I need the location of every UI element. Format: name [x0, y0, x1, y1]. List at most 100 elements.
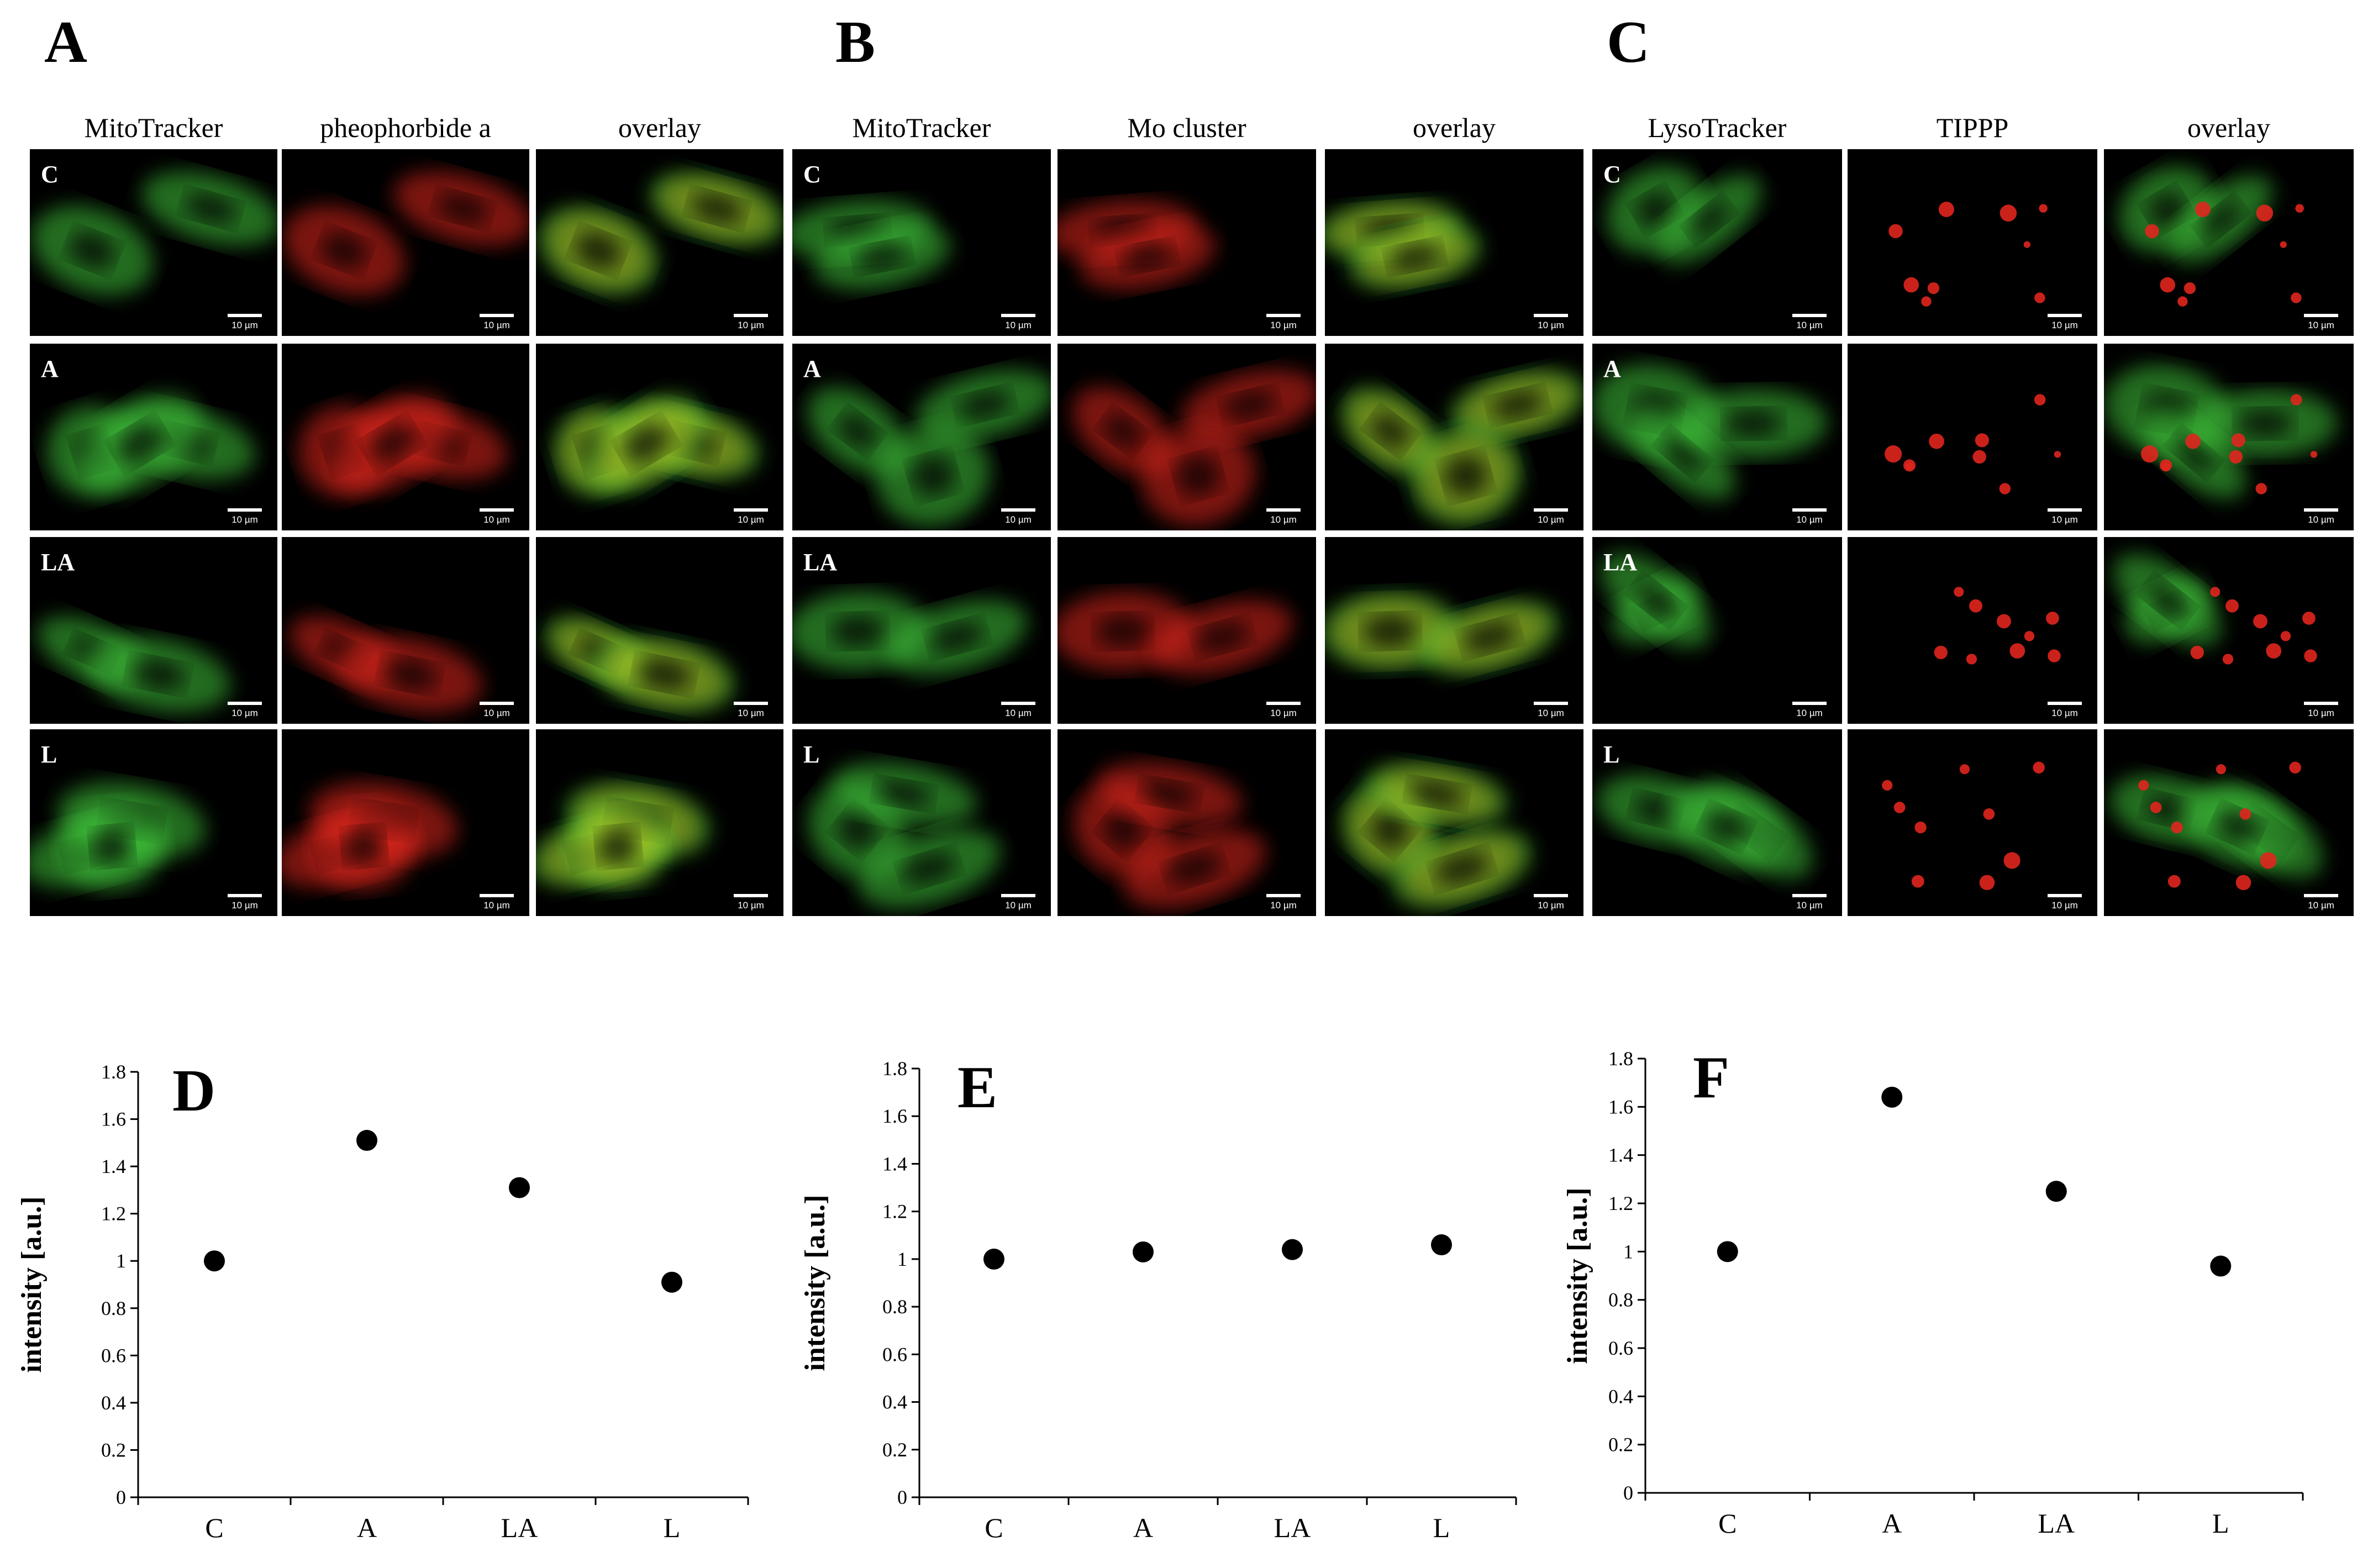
y-tick-label: 1.2	[101, 1203, 126, 1225]
image-border	[534, 341, 786, 533]
lysosome-spot	[1959, 764, 1970, 775]
lysosome-spot	[2171, 821, 2183, 834]
nucleus	[959, 390, 1012, 420]
y-tick-label: 0.8	[1608, 1289, 1633, 1311]
column-header: overlay	[618, 112, 701, 143]
image-border	[1055, 341, 1318, 533]
scale-bar-label: 10 µm	[1270, 320, 1297, 330]
panel-letter: A	[44, 9, 87, 75]
scale-bar-label: 10 µm	[1796, 320, 1823, 330]
image-border	[280, 341, 532, 533]
lysosome-spot	[2229, 450, 2243, 464]
micrograph: 10 µm	[1055, 535, 1318, 726]
nucleus	[185, 193, 238, 224]
nucleus	[1409, 781, 1465, 807]
y-tick-label: 1.8	[1608, 1048, 1633, 1070]
nucleus	[636, 659, 692, 691]
y-tick-label: 0	[116, 1486, 126, 1508]
scale-bar-label: 10 µm	[2051, 514, 2078, 525]
nucleus	[2174, 434, 2214, 471]
x-tick-label: C	[205, 1512, 223, 1543]
cell-signal	[283, 171, 530, 296]
nucleus	[622, 423, 670, 463]
lysosome-spot	[2183, 282, 2196, 294]
panel-letter: C	[1607, 9, 1650, 75]
lysosome-spot	[2009, 643, 2025, 659]
scale-bar	[2304, 314, 2338, 317]
scale-bar-label: 10 µm	[1270, 900, 1297, 911]
nucleus	[2201, 202, 2241, 237]
lysosome-spot	[1882, 780, 1893, 791]
scale-bar	[1266, 314, 1301, 317]
cell-signal	[791, 199, 951, 290]
image-border	[790, 147, 1053, 338]
scale-bar	[1792, 702, 1827, 705]
lysosome-spot	[1934, 645, 1948, 660]
y-tick-label: 1.6	[882, 1105, 907, 1127]
scale-bar	[1001, 894, 1035, 897]
scale-bar-label: 10 µm	[2051, 708, 2078, 718]
column-header: TIPPP	[1937, 112, 2009, 143]
scale-bar	[228, 702, 262, 705]
lysosome-spot	[2310, 451, 2318, 458]
y-tick-label: 0.2	[1608, 1434, 1633, 1456]
scale-bar	[480, 894, 514, 897]
lysosome-spot	[2195, 202, 2211, 217]
nucleus	[691, 193, 744, 224]
micrograph: 10 µm LA	[28, 535, 280, 726]
scale-bar-label: 10 µm	[1538, 708, 1564, 718]
y-tick-label: 1.6	[101, 1108, 126, 1130]
cell-signal	[791, 591, 1028, 675]
nucleus	[838, 811, 877, 849]
micrograph: 10 µm	[534, 341, 786, 533]
scale-bar	[1001, 314, 1035, 317]
scale-bar-label: 10 µm	[738, 320, 764, 330]
nucleus	[598, 828, 638, 865]
nucleus	[876, 781, 932, 807]
scale-bar	[480, 508, 514, 512]
cell-signal	[1341, 762, 1533, 908]
scale-bar-label: 10 µm	[1005, 320, 1032, 330]
image-border	[1845, 341, 2100, 533]
image-background	[1846, 148, 2098, 337]
scale-bar	[1792, 314, 1827, 317]
micrograph: 10 µm	[1323, 727, 1586, 918]
lysosome-spot	[2222, 654, 2234, 665]
y-tick-label: 1.4	[101, 1155, 126, 1177]
cell-signal	[29, 782, 206, 891]
image-background	[1846, 343, 2098, 532]
panel-letter: B	[835, 9, 875, 75]
cell-signal	[31, 171, 278, 296]
row-label: C	[1603, 161, 1621, 188]
cell-signal	[1324, 199, 1483, 290]
scale-bar	[1266, 894, 1301, 897]
scale-bar-label: 10 µm	[2308, 900, 2334, 911]
scale-bar	[2304, 508, 2338, 512]
lysosome-spot	[2039, 204, 2048, 213]
lysosome-spot	[1954, 587, 1964, 597]
y-tick-label: 0.4	[101, 1392, 126, 1414]
lysosome-spot	[1911, 875, 1924, 888]
nucleus	[2237, 409, 2293, 438]
lysosome-spot	[2138, 780, 2149, 791]
nucleus	[930, 622, 984, 653]
nucleus	[1636, 192, 1675, 228]
lysosome-spot	[2225, 599, 2239, 613]
x-tick-label: A	[1882, 1508, 1902, 1539]
lysosome-spot	[2291, 292, 2302, 303]
lysosome-spot	[2034, 394, 2046, 406]
lysosome-spot	[1975, 433, 1989, 448]
scale-bar	[734, 894, 768, 897]
row-label: C	[41, 161, 59, 188]
scale-bar	[1792, 508, 1827, 512]
data-point	[356, 1130, 377, 1151]
row-label: C	[803, 161, 821, 188]
scale-bar	[1266, 508, 1301, 512]
micrograph: 10 µm A	[1590, 341, 1844, 533]
lysosome-spot	[1999, 483, 2011, 494]
row-label: A	[1603, 355, 1621, 382]
scale-bar	[1534, 702, 1568, 705]
